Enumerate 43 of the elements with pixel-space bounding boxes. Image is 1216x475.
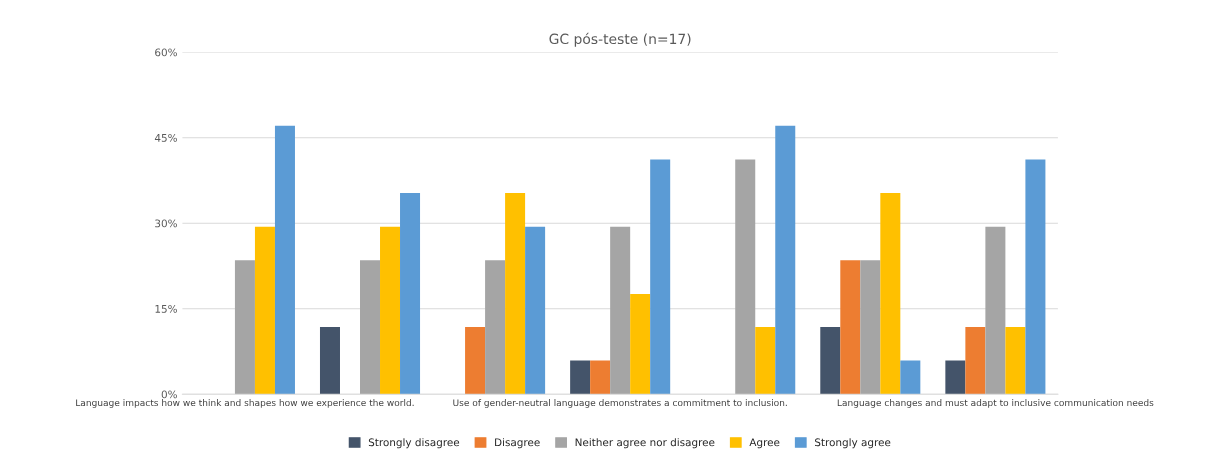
bar: [880, 193, 901, 395]
bar: [485, 260, 506, 395]
x-tick-label: Language impacts how we think and shapes how we experience the world.: [76, 399, 414, 408]
bar: [820, 326, 841, 395]
bar: [985, 226, 1006, 395]
bar: [775, 125, 796, 395]
y-tick-label: 0%: [161, 390, 177, 399]
bar: [1005, 326, 1026, 395]
bar: [380, 226, 401, 395]
bar: [735, 159, 756, 395]
bar: [234, 260, 255, 395]
bar: [840, 260, 861, 395]
y-tick-label: 30%: [155, 219, 177, 228]
y-tick-label: 45%: [154, 133, 177, 142]
bar: [945, 360, 966, 395]
y-tick-label: 15%: [155, 304, 177, 313]
bar: [570, 360, 591, 395]
chart-title: GC pós-teste (n=17): [549, 32, 691, 47]
bar: [525, 226, 546, 395]
bar: [650, 159, 671, 395]
bar: [465, 326, 486, 395]
legend-label: Strongly disagree: [368, 438, 460, 449]
x-tick-label: Language changes and must adapt to inclusive communication needs: [837, 399, 1154, 408]
bar: [755, 326, 776, 395]
bar: [965, 326, 986, 395]
legend-label: Neither agree nor disagree: [575, 438, 715, 449]
bar: [610, 226, 631, 395]
bar: [254, 226, 275, 395]
bar: [274, 125, 295, 395]
bar: [319, 326, 340, 395]
bar: [1025, 159, 1046, 395]
x-tick-label: Use of gender-neutral language demonstrates a commitment to inclusion.: [453, 399, 787, 408]
bar: [590, 360, 611, 395]
bar: [505, 193, 526, 395]
bar: [900, 360, 921, 395]
legend-label: Disagree: [495, 438, 540, 449]
legend-label: Agree: [749, 438, 780, 449]
y-tick-label: 60%: [155, 48, 177, 57]
legend-label: Strongly agree: [815, 438, 891, 449]
bar: [400, 193, 421, 395]
bar: [630, 293, 651, 395]
bar: [360, 260, 381, 395]
bar: [860, 260, 881, 395]
